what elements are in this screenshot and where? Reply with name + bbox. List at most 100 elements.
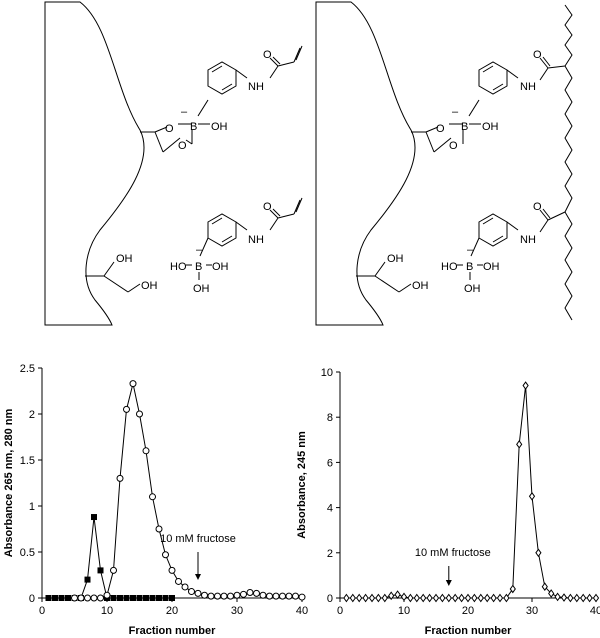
bond	[103, 261, 115, 277]
data-point	[394, 590, 401, 599]
x-axis-label: Fraction number	[425, 625, 513, 637]
atom-label: B	[466, 261, 473, 273]
data-point	[156, 595, 162, 601]
charge-label: –	[452, 106, 459, 118]
y-tick-label: 1	[29, 501, 35, 513]
bond	[272, 208, 281, 217]
bond	[221, 235, 233, 243]
data-point	[110, 566, 117, 574]
series-line	[346, 385, 596, 599]
atom-label: OH	[193, 283, 210, 295]
bond	[506, 221, 519, 231]
data-point	[496, 593, 504, 603]
data-point	[71, 594, 78, 602]
atom-label: B	[195, 261, 202, 273]
bond	[295, 197, 303, 213]
data-point	[292, 592, 299, 600]
y-tick-label: 0	[327, 593, 333, 605]
data-point	[194, 589, 202, 597]
annotation-label: 10 mM fructose	[160, 533, 236, 545]
data-point	[246, 588, 254, 596]
bond	[539, 209, 549, 221]
data-point	[259, 591, 267, 599]
data-point	[97, 594, 104, 602]
x-tick-label: 10	[398, 605, 410, 617]
data-point	[426, 593, 433, 603]
bond	[425, 126, 439, 133]
x-tick-label: 30	[231, 605, 243, 617]
data-point	[592, 593, 600, 603]
data-point	[503, 593, 510, 603]
data-point	[117, 595, 123, 601]
y-tick-label: 2	[327, 548, 333, 560]
bond	[162, 137, 181, 153]
data-point	[477, 593, 484, 603]
data-point	[123, 595, 130, 601]
data-point	[413, 593, 420, 603]
y-tick-label: 2	[29, 409, 35, 421]
data-point	[188, 588, 195, 596]
data-point	[452, 593, 459, 603]
data-point	[356, 593, 363, 603]
data-point	[227, 592, 234, 600]
series-line	[74, 383, 303, 599]
data-point	[123, 405, 130, 413]
data-point	[77, 594, 85, 602]
data-point	[375, 593, 382, 603]
data-point	[162, 595, 169, 601]
data-point	[149, 493, 156, 501]
y-tick-label: 8	[327, 412, 333, 424]
x-tick-label: 40	[296, 605, 308, 617]
data-point	[362, 593, 369, 603]
data-point	[349, 593, 356, 603]
y-ticks: 0 0.5 1 1.5 2 2.5	[20, 363, 42, 605]
atom-label: O	[178, 140, 187, 152]
data-point	[586, 593, 593, 603]
atom-label: O	[263, 49, 272, 61]
x-tick-label: 20	[462, 605, 474, 617]
atom-label: O	[533, 201, 542, 213]
phenyl-ring	[478, 213, 508, 247]
annotation-group: 10 mM fructose	[160, 533, 236, 580]
data-point	[554, 592, 561, 602]
data-point	[266, 592, 273, 600]
y-tick-label: 1.5	[20, 455, 35, 467]
x-tick-label: 0	[337, 605, 343, 617]
data-point	[471, 593, 478, 603]
data-point	[103, 591, 111, 599]
bond	[539, 67, 549, 81]
bond	[482, 65, 494, 73]
atom-label: HO	[441, 261, 458, 273]
data-point	[535, 548, 542, 558]
data-point	[516, 439, 523, 449]
data-point	[528, 491, 536, 501]
data-point	[464, 593, 472, 603]
bond	[185, 139, 193, 145]
bond	[269, 65, 279, 79]
y-axis-label: Absorbance 265 nm, 280 nm	[3, 409, 15, 558]
atom-label: O	[263, 201, 272, 213]
bond	[542, 208, 551, 219]
polymer-backbone	[564, 4, 573, 321]
annotation-group: 10 mM fructose	[415, 547, 491, 586]
bond	[272, 56, 281, 65]
data-point	[560, 593, 568, 602]
atom-label: OH	[464, 283, 481, 295]
scheme-left	[44, 1, 303, 326]
annotation-arrow-head	[445, 580, 452, 586]
phenyl-ring	[478, 61, 508, 95]
data-point	[91, 514, 97, 521]
atom-label: HO	[170, 261, 187, 273]
bond	[154, 131, 164, 153]
bond	[277, 213, 295, 219]
atom-label: NH	[248, 81, 264, 93]
data-point	[162, 551, 169, 559]
data-point	[90, 594, 98, 602]
series-group	[343, 381, 600, 603]
atom-label: OH	[211, 121, 228, 133]
data-point	[142, 447, 150, 455]
bond	[235, 69, 248, 79]
data-point	[52, 595, 58, 601]
polymer-surface-curve	[315, 1, 416, 326]
charge-label: –	[181, 106, 188, 118]
